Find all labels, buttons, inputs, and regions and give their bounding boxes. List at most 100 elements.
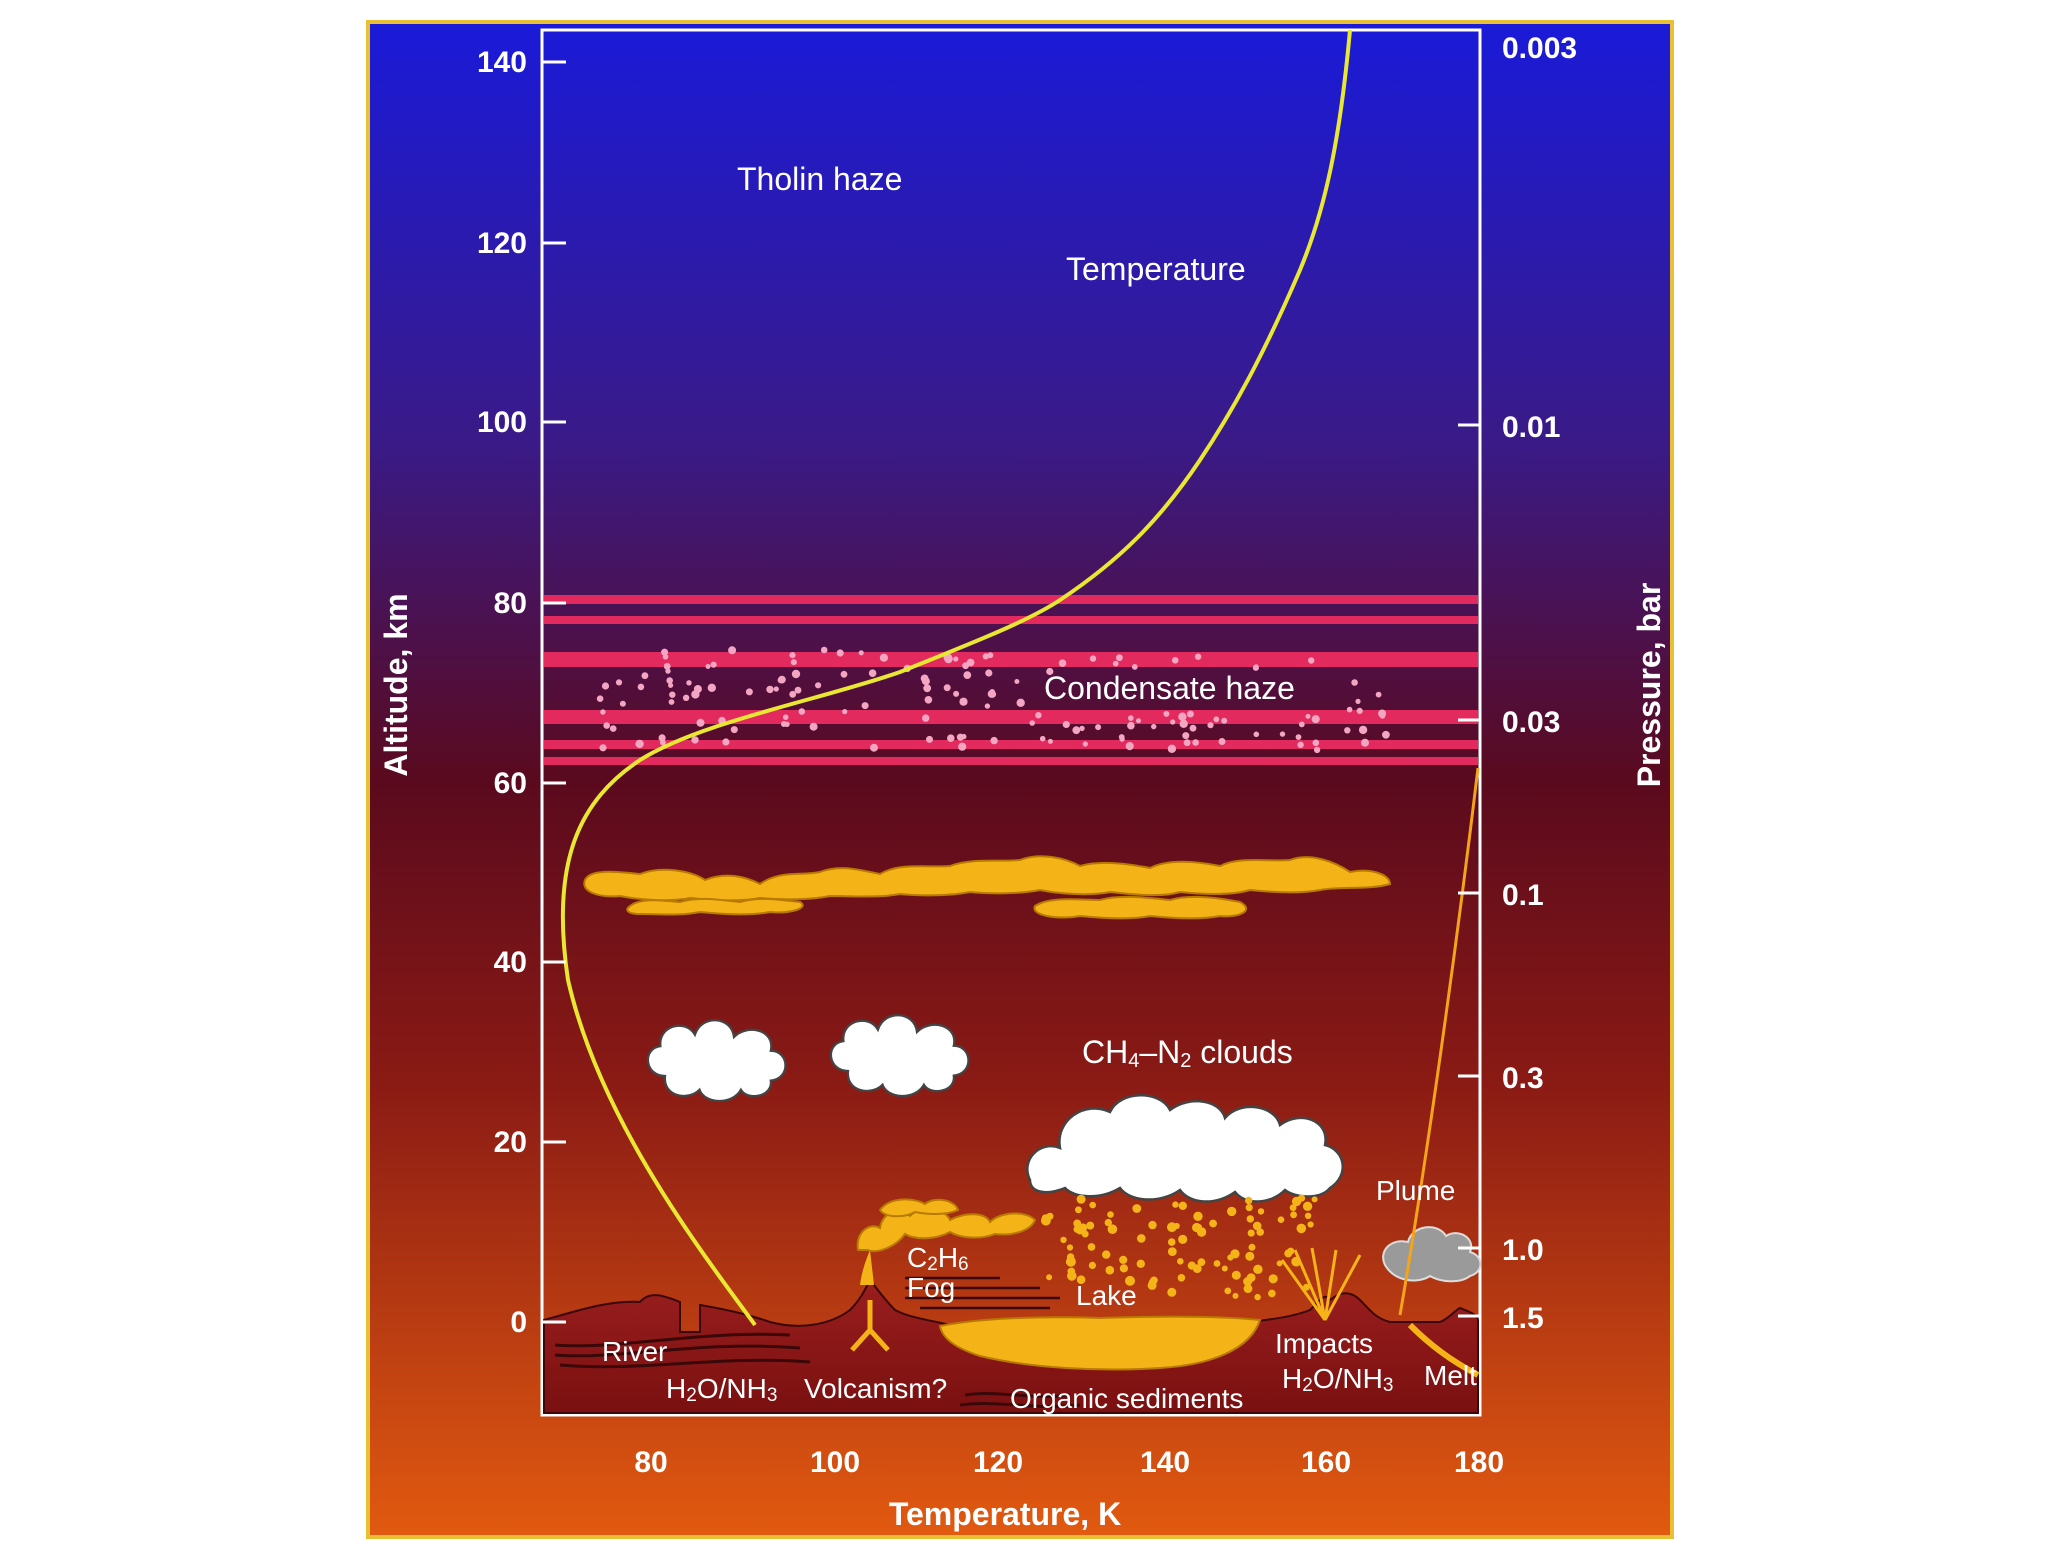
fog-streaks bbox=[905, 1276, 1060, 1310]
haze-droplet bbox=[984, 703, 991, 709]
haze-droplet bbox=[989, 690, 997, 698]
rain-drop bbox=[1107, 1211, 1114, 1218]
rain-drop bbox=[1245, 1204, 1253, 1212]
haze-droplet bbox=[943, 684, 951, 692]
haze-droplet bbox=[707, 683, 716, 692]
pressure-axis: 0.003 0.01 0.03 0.1 0.3 1.0 1.5 Pressure… bbox=[1458, 32, 1667, 1335]
haze-droplet bbox=[794, 686, 802, 694]
haze-droplet bbox=[596, 695, 604, 702]
rain-drop bbox=[1197, 1258, 1206, 1267]
haze-droplet bbox=[705, 664, 711, 669]
rain-drop bbox=[1276, 1260, 1283, 1267]
haze-droplet bbox=[790, 659, 797, 666]
pressure-tick: 0.3 bbox=[1502, 1062, 1544, 1095]
pressure-tick: 0.01 bbox=[1502, 411, 1560, 444]
methane-cloud-small-right bbox=[829, 1014, 970, 1098]
rain-drop bbox=[1119, 1264, 1128, 1273]
rain-drop bbox=[1076, 1194, 1086, 1204]
haze-droplet bbox=[953, 656, 959, 662]
haze-droplet bbox=[1375, 691, 1382, 698]
temperature-tick: 140 bbox=[1140, 1446, 1190, 1479]
label-condensate-haze: Condensate haze bbox=[1044, 670, 1295, 706]
temperature-axis: 80 100 120 140 160 180 Temperature, K bbox=[634, 1446, 1504, 1532]
haze-droplet bbox=[1170, 719, 1176, 725]
rain-drop bbox=[1172, 1201, 1179, 1208]
pressure-axis-title: Pressure, bar bbox=[1631, 583, 1667, 788]
rain-drop bbox=[1246, 1215, 1255, 1223]
haze-droplet bbox=[1192, 739, 1199, 746]
haze-droplet bbox=[1295, 734, 1302, 740]
impact-rays bbox=[1280, 1247, 1362, 1321]
haze-droplet bbox=[777, 676, 784, 684]
haze-droplet bbox=[963, 671, 972, 679]
altitude-tick: 100 bbox=[477, 406, 527, 439]
haze-droplet bbox=[1112, 660, 1119, 667]
haze-droplet bbox=[660, 739, 666, 746]
rain-drop bbox=[1086, 1221, 1095, 1230]
plot-frame bbox=[540, 28, 1482, 1417]
haze-droplet bbox=[745, 688, 753, 696]
altitude-tick: 120 bbox=[477, 227, 527, 260]
rain-drop bbox=[1089, 1201, 1096, 1209]
haze-droplet bbox=[730, 726, 738, 734]
methane-cloud-small-left bbox=[646, 1019, 787, 1103]
rain-drop bbox=[1167, 1238, 1176, 1246]
haze-droplet bbox=[609, 725, 617, 732]
haze-droplet bbox=[1313, 746, 1321, 754]
rain-drop bbox=[1105, 1265, 1115, 1275]
organic-haze-layer bbox=[583, 855, 1392, 920]
haze-droplet bbox=[1016, 698, 1025, 707]
rain-drop bbox=[1046, 1274, 1053, 1281]
temperature-axis-title: Temperature, K bbox=[889, 1496, 1121, 1532]
haze-droplet bbox=[619, 700, 626, 707]
haze-droplet bbox=[791, 669, 801, 679]
haze-droplet bbox=[1127, 721, 1135, 730]
haze-droplet bbox=[1035, 712, 1042, 719]
rain-drop bbox=[1231, 1270, 1241, 1280]
rain-drop bbox=[1060, 1236, 1067, 1244]
haze-droplet bbox=[691, 736, 699, 744]
haze-droplet bbox=[668, 699, 675, 705]
rain-drop bbox=[1257, 1208, 1265, 1215]
haze-droplet bbox=[1279, 731, 1286, 737]
rain-drop bbox=[1253, 1264, 1263, 1275]
haze-droplet bbox=[1182, 732, 1190, 740]
rain-drop bbox=[1304, 1212, 1312, 1220]
rain-drop bbox=[1178, 1201, 1188, 1211]
altitude-tick: 60 bbox=[494, 767, 527, 800]
rain-drop bbox=[1081, 1230, 1089, 1238]
pressure-tick: 0.1 bbox=[1502, 879, 1544, 912]
haze-droplet bbox=[1089, 655, 1097, 662]
haze-droplet bbox=[1183, 739, 1191, 747]
haze-droplet bbox=[782, 714, 789, 720]
haze-droplet bbox=[635, 739, 644, 749]
rain-drop bbox=[1254, 1293, 1261, 1301]
label-melt: Melt bbox=[1424, 1360, 1477, 1391]
haze-droplet bbox=[1136, 718, 1141, 724]
haze-droplet bbox=[1308, 657, 1315, 664]
haze-droplet bbox=[924, 696, 933, 704]
haze-droplet bbox=[1356, 707, 1363, 715]
rain-drop bbox=[1173, 1222, 1180, 1230]
haze-droplet bbox=[1178, 712, 1187, 721]
temperature-tick: 100 bbox=[810, 1446, 860, 1479]
haze-droplet bbox=[600, 709, 606, 715]
haze-droplet bbox=[728, 646, 737, 655]
label-tholin-haze: Tholin haze bbox=[737, 161, 902, 197]
rain-drop bbox=[1302, 1201, 1313, 1212]
rain-drop bbox=[1136, 1259, 1146, 1269]
haze-droplet bbox=[780, 721, 787, 727]
altitude-axis: 140 120 100 80 60 40 20 0 Altitude, km bbox=[378, 46, 566, 1339]
label-h2o-nh3-left: H2O/NH3 bbox=[666, 1373, 777, 1406]
haze-droplet bbox=[663, 662, 671, 670]
volcano-eruption bbox=[850, 1198, 1037, 1352]
label-ethane: C2H6 bbox=[907, 1242, 969, 1275]
label-lake: Lake bbox=[1076, 1280, 1137, 1311]
haze-droplet bbox=[809, 722, 818, 731]
methane-rain bbox=[1041, 1194, 1318, 1301]
haze-droplet bbox=[1171, 657, 1179, 664]
haze-droplet bbox=[682, 694, 690, 701]
altitude-axis-title: Altitude, km bbox=[378, 593, 414, 776]
rain-drop bbox=[1311, 1196, 1318, 1203]
haze-droplet bbox=[1125, 742, 1134, 751]
